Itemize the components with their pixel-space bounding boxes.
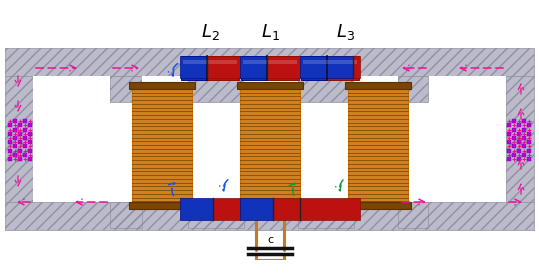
Bar (237, 202, 303, 209)
Bar (244, 76, 298, 202)
Bar (5, 48, 534, 76)
Bar (237, 81, 303, 88)
Bar (398, 76, 428, 102)
Bar (181, 56, 207, 80)
Bar (300, 198, 360, 220)
Bar (188, 202, 244, 228)
Bar (429, 76, 506, 202)
Bar (267, 56, 299, 80)
Bar (354, 76, 398, 202)
Bar (327, 56, 359, 80)
Bar (110, 76, 142, 102)
Bar (398, 76, 428, 102)
Bar (33, 76, 110, 202)
Bar (5, 76, 33, 202)
Bar (506, 76, 534, 202)
Bar (5, 202, 534, 230)
Text: $L_1$: $L_1$ (260, 22, 279, 42)
Bar (213, 198, 240, 220)
Bar (110, 202, 142, 228)
Bar (132, 85, 192, 205)
Text: c: c (267, 235, 273, 245)
Bar (188, 76, 244, 102)
Text: $L_2$: $L_2$ (201, 22, 219, 42)
Bar (267, 56, 300, 78)
Bar (506, 76, 534, 202)
Bar (188, 76, 244, 102)
Bar (298, 202, 354, 228)
Bar (142, 76, 188, 202)
Bar (348, 85, 408, 205)
Bar (207, 56, 240, 78)
Bar (300, 56, 353, 78)
Bar (180, 56, 207, 78)
Bar (301, 56, 327, 80)
Bar (303, 60, 357, 64)
Bar (353, 56, 360, 78)
Bar (345, 81, 411, 88)
Bar (188, 202, 244, 228)
Bar (345, 202, 411, 209)
Bar (240, 198, 273, 220)
Bar (240, 85, 300, 205)
Bar (110, 76, 142, 102)
Bar (298, 76, 354, 102)
Text: $L_3$: $L_3$ (335, 22, 355, 42)
Bar (5, 76, 33, 202)
Bar (129, 202, 195, 209)
Bar (5, 202, 534, 230)
Bar (398, 202, 428, 228)
Bar (273, 198, 300, 220)
Bar (243, 60, 297, 64)
Bar (240, 56, 267, 78)
Bar (180, 198, 213, 220)
Bar (129, 81, 195, 88)
Bar (207, 56, 239, 80)
Bar (241, 56, 267, 80)
Bar (298, 202, 354, 228)
Bar (5, 48, 534, 76)
Bar (298, 76, 354, 102)
Bar (398, 202, 428, 228)
Bar (183, 60, 237, 64)
Bar (110, 202, 142, 228)
